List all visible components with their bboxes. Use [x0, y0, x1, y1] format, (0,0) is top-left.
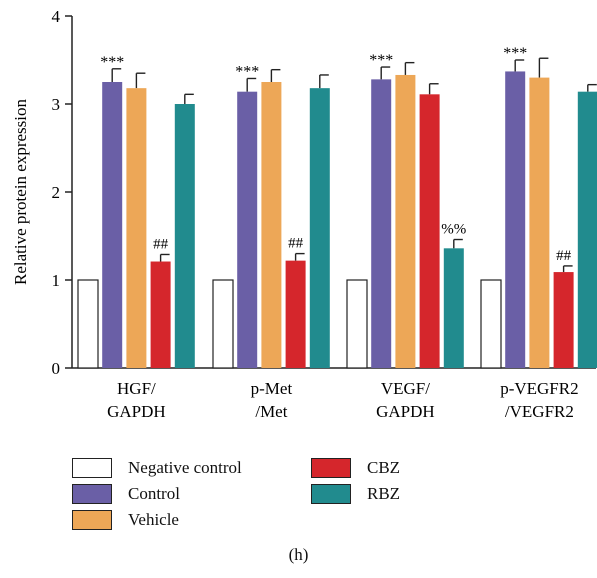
bar	[285, 260, 306, 368]
x-tick-label: /VEGFR2	[505, 402, 574, 421]
legend-item: RBZ	[311, 484, 400, 504]
legend-label: Negative control	[128, 458, 242, 477]
panel-label: (h)	[288, 545, 309, 564]
bar	[395, 74, 416, 369]
bar	[553, 272, 574, 368]
bar	[77, 279, 99, 369]
x-tick-label: VEGF/	[381, 379, 430, 398]
x-tick-label: /Met	[255, 402, 287, 421]
bar	[309, 88, 330, 368]
x-tick-label: GAPDH	[107, 402, 166, 421]
legend-item: Vehicle	[72, 510, 179, 530]
bar-chart: 0 1 2 3 4 Relative protein expression *** ## HGF…	[11, 7, 597, 421]
legend-item: Negative control	[72, 458, 242, 478]
legend-item: Control	[72, 484, 180, 504]
y-tick-label: 0	[52, 359, 61, 378]
legend-swatch	[311, 484, 351, 504]
significance-label: ##	[556, 248, 572, 264]
legend-item: CBZ	[311, 458, 400, 478]
x-tick-label: HGF/	[117, 379, 156, 398]
bar	[505, 71, 526, 368]
bar	[419, 94, 440, 368]
bar	[212, 279, 234, 369]
bar	[174, 104, 195, 368]
bar	[480, 279, 502, 369]
y-tick-label: 1	[52, 271, 61, 290]
bar	[126, 88, 147, 368]
legend-label: CBZ	[367, 458, 401, 477]
bar	[150, 261, 171, 368]
legend-swatch	[72, 510, 112, 530]
significance-label: ***	[235, 63, 259, 80]
bar	[529, 77, 550, 368]
y-axis-label: Relative protein expression	[11, 99, 30, 286]
significance-label: %%	[441, 222, 466, 238]
bar	[102, 82, 123, 368]
legend-label: Control	[128, 484, 180, 503]
y-tick-label: 2	[52, 183, 61, 202]
bar	[443, 248, 464, 368]
x-tick-label: p-Met	[251, 379, 293, 398]
y-tick-label: 4	[52, 7, 61, 26]
significance-label: ***	[100, 54, 124, 71]
bar	[261, 82, 282, 368]
x-tick-label: GAPDH	[376, 402, 435, 421]
legend-swatch	[72, 484, 112, 504]
bar	[346, 279, 368, 369]
bar	[577, 91, 597, 369]
y-tick-label: 3	[52, 95, 61, 114]
bar	[237, 91, 258, 369]
legend-label: RBZ	[367, 484, 401, 503]
legend-label: Vehicle	[128, 510, 179, 529]
x-tick-label: p-VEGFR2	[500, 379, 578, 398]
significance-label: ##	[153, 236, 169, 252]
significance-label: ***	[369, 52, 393, 69]
significance-label: ***	[503, 45, 527, 62]
significance-label: ##	[288, 236, 304, 252]
legend-swatch	[311, 458, 351, 478]
legend-swatch	[72, 458, 112, 478]
bar	[371, 79, 392, 369]
